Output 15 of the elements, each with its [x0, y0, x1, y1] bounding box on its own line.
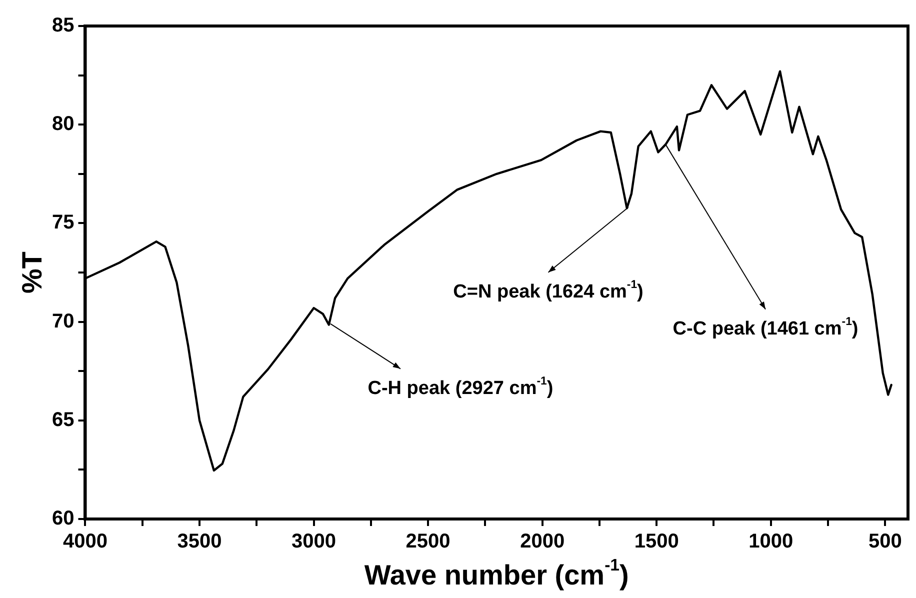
y-tick-label: 60	[52, 508, 74, 530]
y-tick-label: 80	[52, 113, 74, 136]
x-tick-label: 1000	[748, 530, 794, 553]
x-tick-label: 500	[868, 530, 902, 553]
x-tick-label: 2000	[520, 530, 565, 553]
y-tick-label: 65	[52, 408, 74, 431]
x-tick-label: 2500	[406, 530, 450, 553]
x-tick-label: 4000	[62, 530, 108, 553]
y-axis-title: %T	[16, 252, 48, 294]
x-tick-label: 1500	[634, 530, 679, 553]
y-tick-label: 75	[52, 212, 74, 234]
x-tick-label: 3500	[177, 530, 222, 553]
y-tick-label: 70	[52, 310, 74, 332]
x-tick-label: 3000	[292, 530, 336, 553]
y-tick-label: 85	[52, 14, 74, 37]
